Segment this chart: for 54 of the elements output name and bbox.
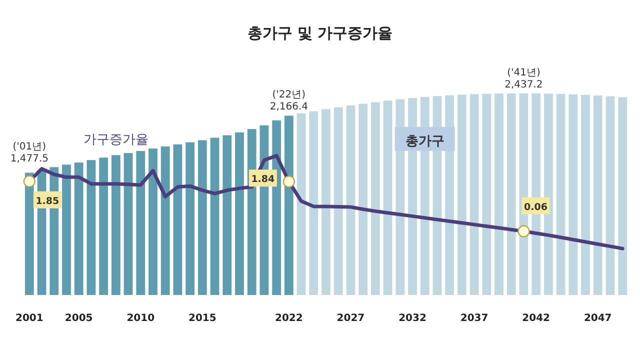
bar: [148, 148, 158, 295]
x-tick-label: 2042: [522, 313, 550, 324]
x-tick-label: 2015: [188, 313, 216, 324]
bar: [568, 94, 578, 295]
bar: [136, 150, 146, 295]
x-tick-label: 2010: [126, 313, 155, 324]
bar: [482, 94, 492, 295]
bar: [346, 105, 356, 295]
bar: [210, 138, 220, 295]
bar: [370, 102, 380, 295]
bar: [383, 100, 392, 295]
bar: [186, 142, 195, 295]
bar: [470, 94, 479, 295]
bar: [581, 94, 590, 295]
data-label: ('22년) 2,166.4: [270, 90, 308, 113]
bar: [334, 107, 343, 295]
bar: [74, 162, 84, 295]
bar: [124, 153, 133, 295]
bar: [593, 96, 602, 295]
x-tick-label: 2032: [398, 313, 426, 324]
data-label: 1.84: [251, 174, 276, 186]
bar: [222, 135, 232, 295]
bar: [235, 132, 244, 295]
bar: [198, 140, 207, 295]
bar: [358, 104, 368, 295]
series-label: 가구증가율: [83, 132, 148, 148]
x-tick-label: 2001: [15, 313, 44, 324]
data-label: 0.06: [524, 202, 548, 213]
bar: [618, 97, 628, 295]
bar: [322, 109, 330, 295]
bar: [506, 93, 516, 295]
data-label: ('41년) 2,437.2: [504, 67, 543, 90]
x-tick-label: 2027: [336, 313, 365, 324]
x-tick-label: 2037: [460, 313, 488, 324]
x-tick-label: 2005: [64, 313, 93, 324]
x-tick-label: 2022: [275, 313, 303, 324]
bar: [494, 94, 504, 295]
bar: [62, 164, 71, 295]
bar: [160, 146, 170, 295]
x-tick-label: 2047: [584, 313, 612, 324]
bar: [111, 155, 120, 295]
bar: [86, 160, 96, 295]
bar: [296, 113, 306, 295]
bar: [284, 116, 294, 295]
bar: [173, 144, 182, 295]
chart-title: 총가구 및 가구증가율: [247, 24, 393, 42]
bar: [99, 158, 108, 295]
bar: [556, 94, 566, 295]
bar: [309, 111, 318, 295]
bar: [457, 94, 466, 295]
bar: [606, 96, 615, 295]
series-label: 총가구: [405, 134, 444, 149]
data-label: 1.85: [36, 196, 60, 207]
data-label: ('01년) 1,477.5: [10, 141, 48, 164]
